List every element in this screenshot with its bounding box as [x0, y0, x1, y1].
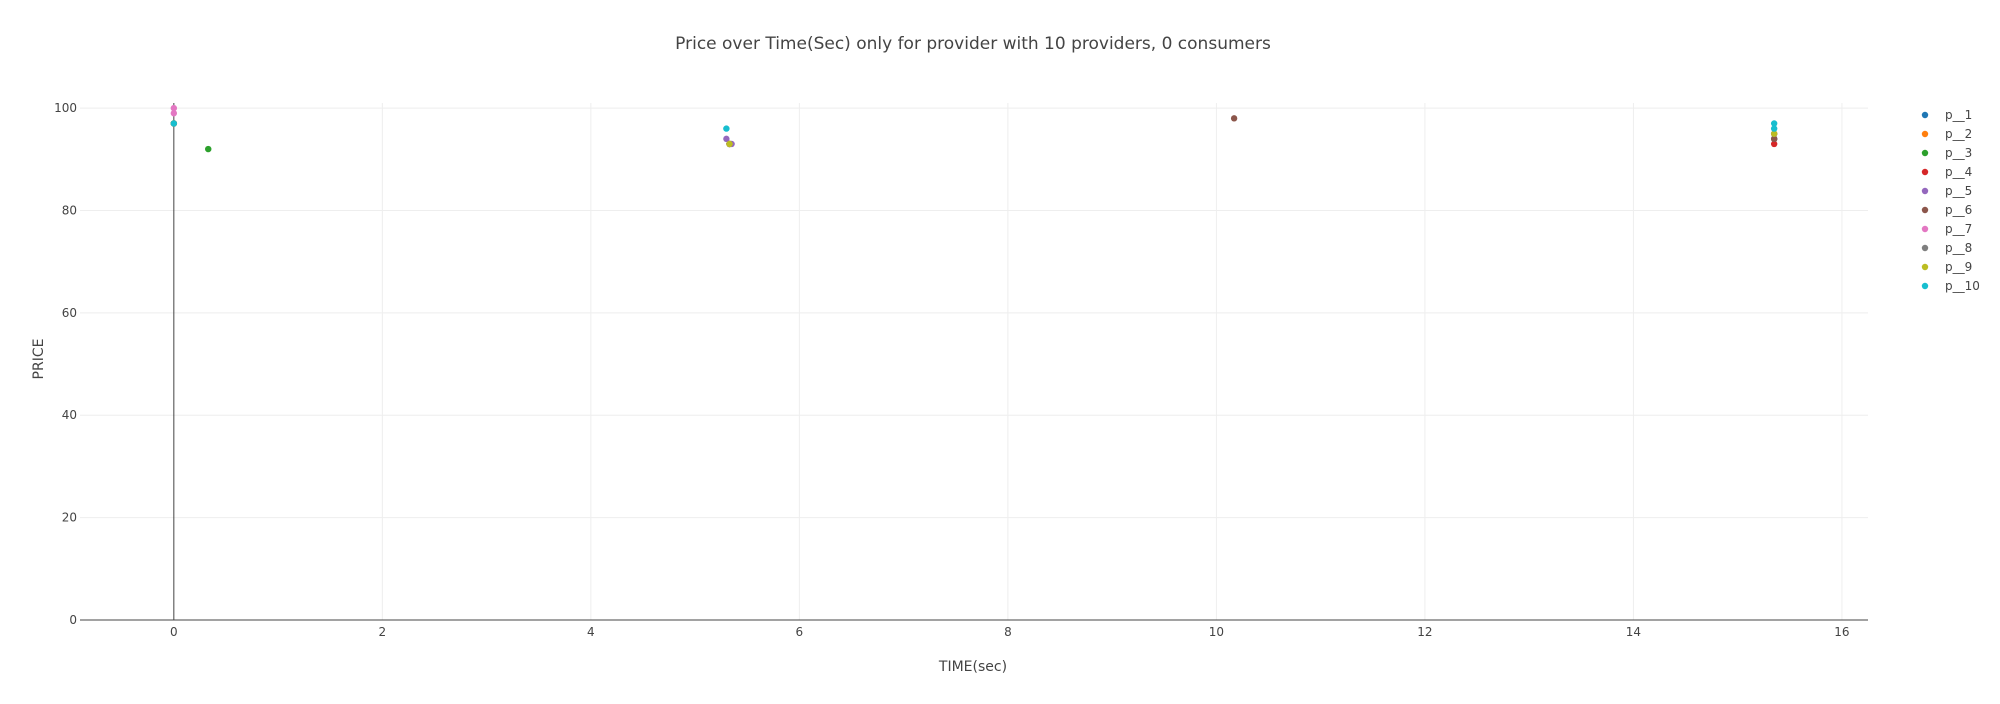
legend-label: p__1 — [1945, 108, 1972, 122]
legend-label: p__3 — [1945, 146, 1972, 160]
chart-title: Price over Time(Sec) only for provider w… — [675, 34, 1271, 54]
legend-label: p__10 — [1945, 279, 1980, 293]
tick-labels: 0 2 4 6 8 10 12 14 16 0 20 40 60 80 100 — [54, 101, 1849, 639]
legend-item-p__8[interactable]: p__8 — [1921, 241, 1972, 255]
x-tick-label: 16 — [1834, 625, 1849, 639]
data-point[interactable] — [723, 125, 730, 132]
data-point[interactable] — [726, 140, 733, 148]
y-tick-label: 80 — [62, 203, 77, 217]
legend-item-p__6[interactable]: p__6 — [1921, 203, 1972, 217]
data-point[interactable] — [1770, 125, 1778, 132]
legend-marker — [1921, 130, 1929, 138]
legend-label: p__8 — [1945, 241, 1972, 255]
series-p__2 — [170, 120, 1778, 148]
legend-marker — [1921, 282, 1929, 290]
data-point[interactable] — [170, 104, 178, 112]
data-point[interactable] — [205, 145, 212, 153]
x-tick-label: 12 — [1417, 625, 1432, 639]
legend-item-p__5[interactable]: p__5 — [1921, 184, 1972, 198]
legend-item-p__10[interactable]: p__10 — [1921, 279, 1980, 293]
legend-marker — [1921, 225, 1929, 233]
legend-marker — [1921, 244, 1929, 252]
legend-label: p__5 — [1945, 184, 1972, 198]
data-point[interactable] — [170, 110, 178, 117]
series-p__8 — [170, 120, 1778, 148]
y-tick-label: 60 — [62, 306, 77, 320]
legend-label: p__4 — [1945, 165, 1972, 179]
series-p__5 — [170, 120, 1778, 148]
data-point[interactable] — [1770, 140, 1778, 148]
legend-marker — [1921, 187, 1929, 195]
legend-label: p__9 — [1945, 260, 1972, 274]
grid-layer — [80, 103, 1868, 620]
data-point[interactable] — [170, 120, 178, 127]
series-p__4 — [170, 120, 1778, 148]
legend-marker — [1921, 111, 1929, 119]
x-tick-label: 6 — [796, 625, 804, 639]
data-point[interactable] — [1770, 130, 1778, 137]
legend-marker — [1921, 149, 1929, 157]
x-axis-title: TIME(sec) — [938, 659, 1007, 675]
axis-layer — [80, 103, 1868, 621]
legend-label: p__7 — [1945, 222, 1972, 236]
y-tick-label: 20 — [62, 511, 77, 525]
data-point[interactable] — [1770, 120, 1778, 127]
series-p__1 — [170, 120, 1778, 148]
y-tick-label: 100 — [54, 101, 77, 115]
data-point[interactable] — [1770, 135, 1778, 143]
legend-item-p__9[interactable]: p__9 — [1921, 260, 1972, 274]
series-p__10 — [170, 120, 1778, 132]
series-p__6 — [170, 115, 1778, 143]
x-tick-label: 0 — [170, 625, 178, 639]
legend-marker — [1921, 168, 1929, 176]
x-tick-label: 14 — [1626, 625, 1641, 639]
data-point[interactable] — [1230, 115, 1238, 122]
legend-marker — [1921, 263, 1929, 271]
legend-item-p__2[interactable]: p__2 — [1921, 127, 1972, 141]
series-p__7 — [170, 104, 1778, 148]
x-tick-label: 4 — [587, 625, 595, 639]
legend-label: p__6 — [1945, 203, 1972, 217]
data-point[interactable] — [723, 135, 730, 143]
y-tick-label: 0 — [69, 613, 77, 627]
data-points — [170, 104, 1778, 153]
y-tick-label: 40 — [62, 408, 77, 422]
x-tick-label: 8 — [1004, 625, 1012, 639]
y-axis-title: PRICE — [31, 339, 47, 380]
legend-item-p__3[interactable]: p__3 — [1921, 146, 1972, 160]
legend-item-p__4[interactable]: p__4 — [1921, 165, 1972, 179]
legend-label: p__2 — [1945, 127, 1972, 141]
series-p__3 — [170, 120, 1778, 153]
legend-marker — [1921, 206, 1929, 214]
legend[interactable]: p__1 p__2 p__3 p__4 p__5 p__6 p__7 p__8 p__9 p__1… — [1921, 108, 1980, 293]
legend-item-p__1[interactable]: p__1 — [1921, 108, 1972, 122]
series-p__9 — [170, 120, 1778, 148]
x-tick-label: 10 — [1209, 625, 1224, 639]
x-tick-label: 2 — [379, 625, 387, 639]
legend-item-p__7[interactable]: p__7 — [1921, 222, 1972, 236]
